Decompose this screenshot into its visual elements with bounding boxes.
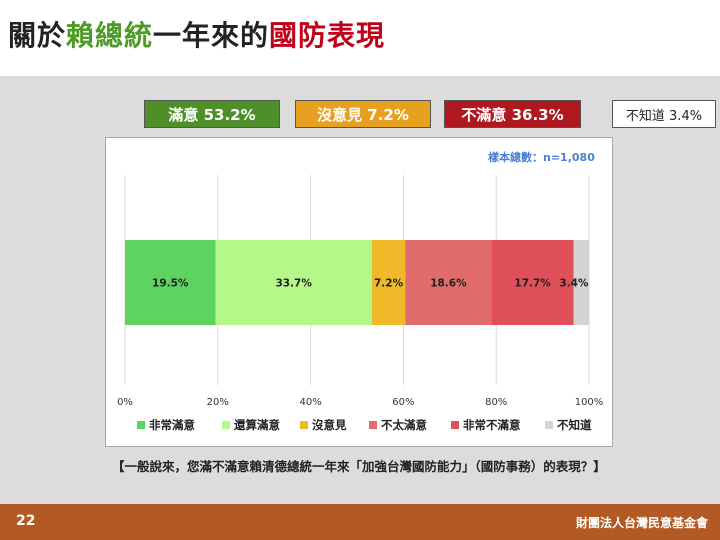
page-number: 22 [16, 513, 35, 529]
summary-satisfied: 滿意 53.2% [144, 100, 280, 128]
survey-question: 【一般說來，您滿不滿意賴清德總統一年來「加強台灣國防能力」（國防事務）的表現？】 [112, 458, 632, 475]
summary-dont-know: 不知道 3.4% [612, 100, 716, 128]
organization-name: 財團法人台灣民意基金會 [576, 514, 708, 531]
summary-no-opinion: 沒意見 7.2% [295, 100, 431, 128]
chart-panel [105, 137, 613, 447]
title-part-3: 一年來的 [153, 19, 269, 52]
summary-dissatisfied: 不滿意 36.3% [444, 100, 581, 128]
sample-size: 樣本總數：n=1,080 [488, 149, 595, 165]
title-part-2: 賴總統 [66, 19, 153, 52]
page-title: 關於賴總統一年來的國防表現 [8, 14, 385, 54]
title-part-4: 國防表現 [269, 19, 385, 52]
title-part-1: 關於 [8, 19, 66, 52]
